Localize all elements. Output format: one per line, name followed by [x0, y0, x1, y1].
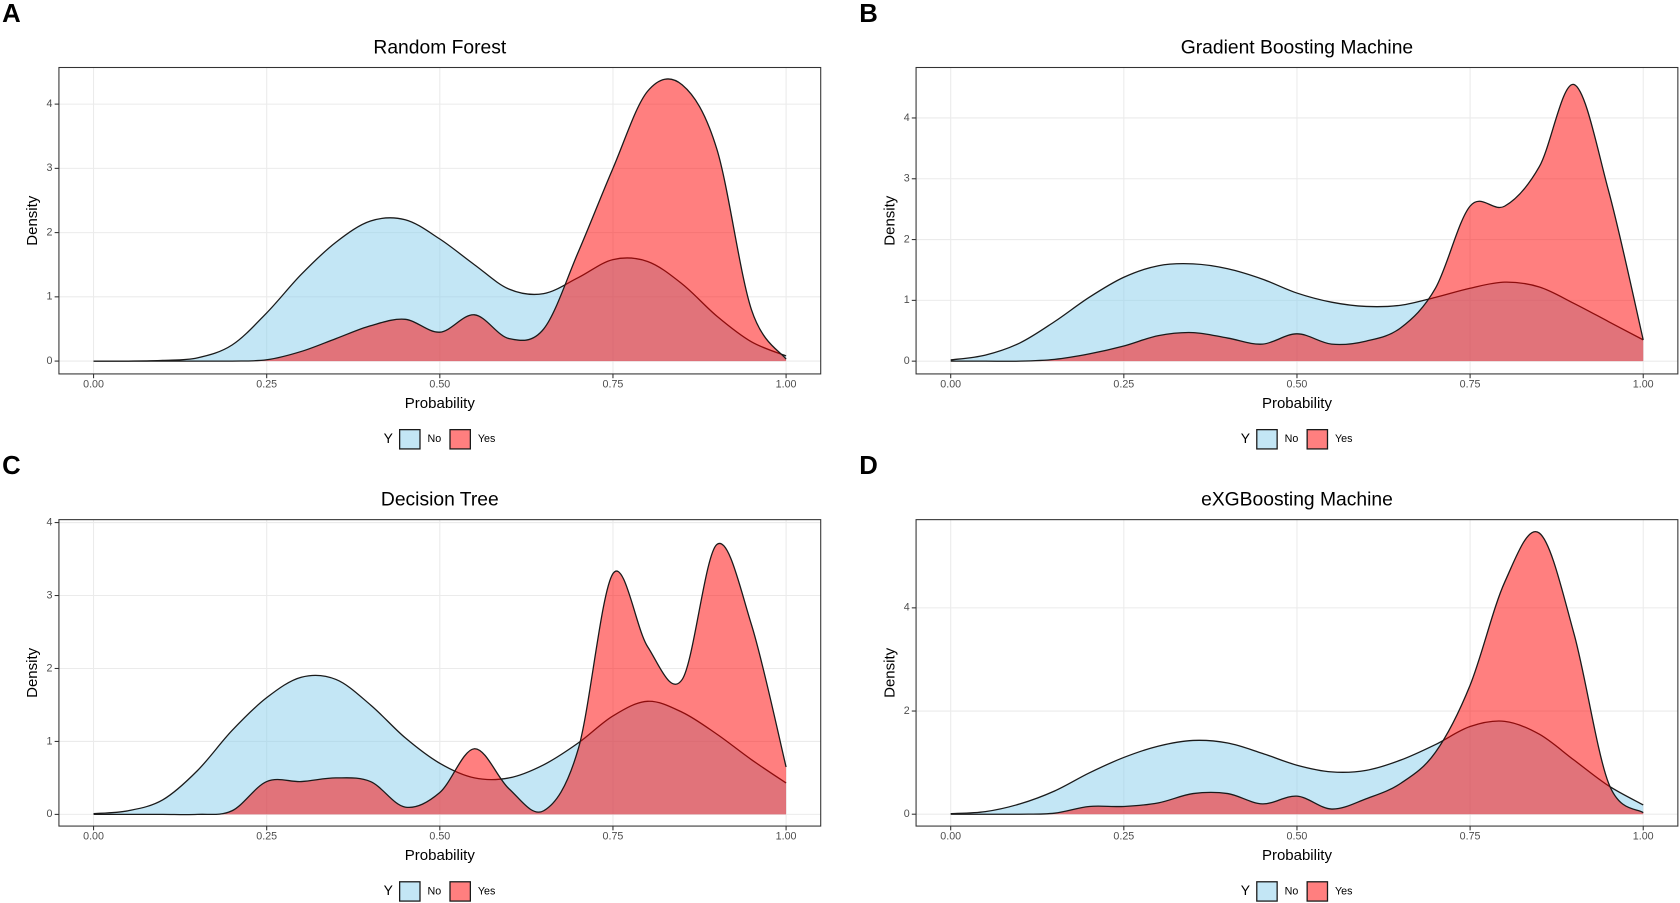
y-tick-label: 2	[904, 705, 910, 717]
legend-label: Yes	[478, 433, 495, 445]
legend-title: Y	[384, 882, 393, 898]
chart-title: Gradient Boosting Machine	[1181, 37, 1413, 58]
chart-title: Decision Tree	[381, 489, 499, 510]
legend-label: No	[1285, 433, 1299, 445]
x-tick-label: 0.75	[1460, 831, 1481, 843]
x-axis-label: Probability	[405, 847, 476, 864]
density-area	[93, 78, 787, 362]
legend-swatch	[449, 429, 471, 450]
y-tick-label: 1	[47, 291, 53, 303]
density-area	[950, 84, 1644, 362]
y-tick-label: 0	[904, 808, 910, 820]
y-tick-label: 4	[904, 112, 910, 124]
y-tick-label: 4	[47, 516, 53, 528]
plot-border	[915, 66, 1679, 375]
x-axis-label: Probability	[405, 395, 476, 412]
x-tick-label: 0.00	[83, 378, 104, 390]
y-tick-label: 4	[904, 602, 910, 614]
y-tick-label: 3	[904, 173, 910, 185]
y-axis-label: Density	[881, 647, 898, 698]
y-axis-label: Density	[881, 195, 898, 246]
legend-label: No	[1285, 885, 1299, 897]
density-line	[950, 530, 1644, 815]
legend-swatch	[1256, 429, 1278, 450]
chart-title: eXGBoosting Machine	[1201, 489, 1393, 510]
plot-border	[915, 519, 1679, 827]
legend-swatch	[1306, 881, 1329, 902]
density-area	[93, 543, 787, 815]
plot-border	[58, 519, 822, 827]
legend-swatch	[449, 881, 471, 902]
x-tick-label: 1.00	[1633, 378, 1654, 390]
x-tick-label: 1.00	[776, 831, 797, 843]
legend-label: Yes	[1335, 885, 1352, 897]
y-tick-label: 0	[47, 808, 53, 820]
y-tick-label: 3	[47, 589, 53, 601]
y-tick-label: 2	[904, 233, 910, 245]
chart-title: Random Forest	[373, 37, 506, 58]
y-tick-label: 0	[904, 355, 910, 367]
legend-label: Yes	[478, 885, 495, 897]
x-tick-label: 0.00	[940, 831, 961, 843]
x-tick-label: 0.25	[1113, 831, 1134, 843]
x-axis-label: Probability	[1262, 847, 1333, 864]
legend-label: No	[428, 433, 442, 445]
density-line	[950, 83, 1644, 362]
x-tick-label: 1.00	[776, 378, 797, 390]
legend-title: Y	[1241, 882, 1250, 898]
legend-swatch	[1256, 881, 1278, 902]
legend-label: Yes	[1335, 433, 1352, 445]
panel-label: B	[859, 0, 878, 28]
x-tick-label: 0.75	[1460, 378, 1481, 390]
plot-border	[58, 66, 822, 375]
density-line	[93, 542, 787, 816]
panel-label: A	[2, 0, 21, 28]
density-line	[93, 78, 787, 362]
y-tick-label: 3	[47, 162, 53, 174]
x-tick-label: 0.50	[1287, 378, 1308, 390]
y-tick-label: 0	[47, 355, 53, 367]
y-tick-label: 2	[47, 662, 53, 674]
x-tick-label: 0.75	[603, 378, 624, 390]
y-axis-label: Density	[24, 195, 41, 246]
x-tick-label: 0.50	[1287, 831, 1308, 843]
x-tick-label: 0.50	[429, 831, 450, 843]
legend-swatch	[399, 429, 421, 450]
density-area	[950, 531, 1644, 815]
legend-label: No	[428, 885, 442, 897]
x-tick-label: 0.25	[256, 378, 277, 390]
y-tick-label: 1	[47, 735, 53, 747]
legend-title: Y	[1241, 430, 1250, 446]
legend-swatch	[399, 881, 421, 902]
x-tick-label: 0.00	[940, 378, 961, 390]
y-tick-label: 1	[904, 294, 910, 306]
legend-title: Y	[384, 430, 393, 446]
y-tick-label: 2	[47, 226, 53, 238]
legend-swatch	[1306, 429, 1329, 450]
y-axis-label: Density	[24, 647, 41, 698]
x-tick-label: 1.00	[1633, 831, 1654, 843]
x-axis-label: Probability	[1262, 395, 1333, 412]
x-tick-label: 0.50	[429, 378, 450, 390]
y-tick-label: 4	[47, 98, 53, 110]
x-tick-label: 0.00	[83, 831, 104, 843]
panel-label: D	[859, 452, 878, 480]
x-tick-label: 0.25	[256, 831, 277, 843]
panel-label: C	[2, 452, 21, 480]
x-tick-label: 0.75	[603, 831, 624, 843]
x-tick-label: 0.25	[1113, 378, 1134, 390]
